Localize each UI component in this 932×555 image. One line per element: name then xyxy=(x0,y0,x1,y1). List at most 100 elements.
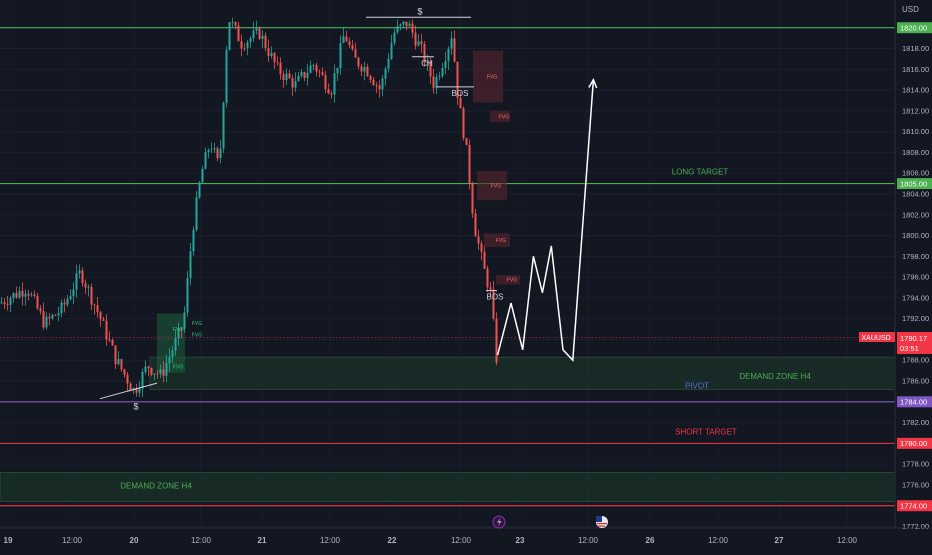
time-tick-label: 12:00 xyxy=(320,536,341,545)
candle-body xyxy=(423,44,426,63)
candle-body xyxy=(234,22,237,26)
candle-body xyxy=(195,197,198,230)
candle-body xyxy=(441,67,444,77)
time-tick-label: 12:00 xyxy=(191,536,212,545)
candle-body xyxy=(291,78,294,88)
candle-body xyxy=(378,85,381,90)
candle-body xyxy=(165,363,168,376)
price-tick-label: 1818.00 xyxy=(902,44,929,53)
candle-body xyxy=(447,48,450,62)
time-tick-label: 19 xyxy=(4,536,13,545)
candle-body xyxy=(6,304,9,305)
candle-body xyxy=(495,318,498,363)
fvg-label: FVG xyxy=(173,365,183,371)
candle-body xyxy=(279,62,282,75)
candle-body xyxy=(438,76,441,77)
currency-label: USD xyxy=(902,5,919,14)
candle-body xyxy=(384,68,387,79)
candle-body xyxy=(426,61,429,63)
fvg-label: FVG xyxy=(192,321,202,327)
price-badge xyxy=(897,437,932,449)
candle-body xyxy=(324,75,327,90)
candle-body xyxy=(369,76,372,80)
candle-body xyxy=(336,67,339,74)
symbol-price-badge[interactable]: XAUUSD 1790.17 03:51 xyxy=(859,332,932,354)
candle-body xyxy=(105,320,108,340)
candle-body xyxy=(9,298,12,305)
candle-body xyxy=(246,42,249,49)
price-tick-label: 1812.00 xyxy=(902,106,929,115)
time-axis-ticks: 19 12:00 20 12:00 21 12:00 22 12:00 23 12:00 26 12:… xyxy=(4,536,858,545)
time-tick-label: 22 xyxy=(388,536,397,545)
price-badge-label: 1780.00 xyxy=(900,439,927,448)
price-badge xyxy=(897,500,932,512)
price-tick-label: 1798.00 xyxy=(902,252,929,261)
candle-body xyxy=(270,52,273,57)
candle-body xyxy=(159,369,162,374)
candle-body xyxy=(24,293,27,297)
fvg-label: FVG xyxy=(192,332,202,338)
candle-body xyxy=(420,41,423,45)
candle-body xyxy=(51,314,54,319)
liquidity-line-bottom xyxy=(99,382,158,400)
candle-body xyxy=(63,302,66,305)
candle-body xyxy=(78,270,81,274)
candle-body xyxy=(15,292,18,298)
candle-body xyxy=(330,93,333,95)
candle-body xyxy=(486,268,489,288)
candle-body xyxy=(402,21,405,25)
candle-body xyxy=(444,61,447,68)
time-tick-label: 12:00 xyxy=(451,536,472,545)
candle-body xyxy=(267,48,270,57)
level-label: SHORT TARGET xyxy=(675,427,737,436)
candle-body xyxy=(54,314,57,316)
level-label: LONG TARGET xyxy=(672,168,729,177)
candle-body xyxy=(342,36,345,44)
candle-body xyxy=(381,78,384,90)
candle-body xyxy=(351,45,354,50)
candle-body xyxy=(480,243,483,252)
lightning-event-icon[interactable] xyxy=(492,515,506,529)
candle-body xyxy=(300,72,303,76)
candle-body xyxy=(168,356,171,364)
candle-body xyxy=(357,57,360,67)
fvg-box-red xyxy=(496,275,520,285)
candle-body xyxy=(462,108,465,138)
candle-body xyxy=(141,371,144,389)
price-badges: 1820.00 1805.00 1784.00 1780.00 1774.00 xyxy=(897,22,932,512)
candles xyxy=(0,17,498,398)
candle-body xyxy=(396,25,399,33)
candle-body xyxy=(249,38,252,43)
candle-body xyxy=(435,76,438,89)
us-flag-event-icon[interactable] xyxy=(596,516,608,528)
candle-body xyxy=(276,62,279,63)
fvg-label: FVG xyxy=(173,327,183,333)
price-tick-label: 1796.00 xyxy=(902,273,929,282)
candle-body xyxy=(123,369,126,375)
candle-body xyxy=(42,311,45,328)
candle-body xyxy=(273,52,276,63)
annotations: $ CH BOS BOS $ xyxy=(99,6,503,412)
time-axis[interactable] xyxy=(0,528,895,550)
candle-body xyxy=(96,305,99,312)
candle-body xyxy=(474,213,477,237)
price-tick-label: 1814.00 xyxy=(902,86,929,95)
candle-body xyxy=(216,148,219,159)
forecast-path xyxy=(496,77,598,362)
time-tick-label: 20 xyxy=(130,536,139,545)
candle-body xyxy=(27,293,30,296)
price-tick-label: 1794.00 xyxy=(902,293,929,302)
candle-body xyxy=(297,75,300,81)
candle-body xyxy=(228,22,231,50)
candle-body xyxy=(399,24,402,26)
pivot-label: PIVOT xyxy=(685,381,709,390)
candle-body xyxy=(255,28,258,31)
candle-body xyxy=(72,289,75,297)
fvg-label: FVG xyxy=(496,238,506,244)
candle-body xyxy=(60,302,63,314)
price-badge xyxy=(897,396,932,408)
candle-body xyxy=(477,236,480,244)
